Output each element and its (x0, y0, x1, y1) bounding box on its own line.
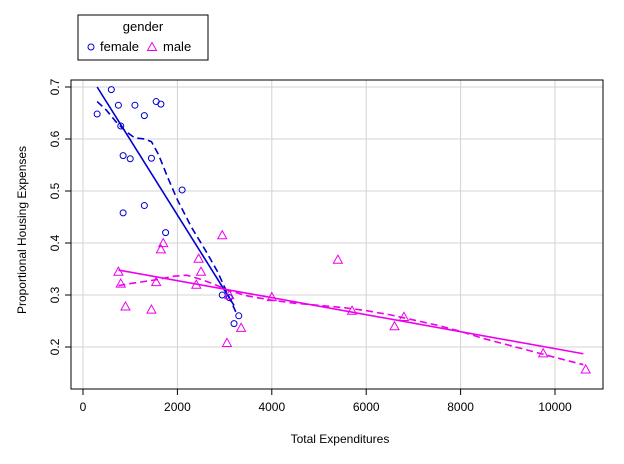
y-tick-label: 0.2 (48, 338, 62, 355)
female-smooth-line (96, 100, 238, 314)
male-point (221, 337, 233, 347)
female-fit-line (96, 86, 235, 306)
legend-box (77, 14, 209, 61)
male-point (190, 279, 202, 289)
axes: 0 2000 4000 6000 8000 10000 0.2 0.3 0.4 0.5 0.6 0.7 (48, 78, 572, 414)
female-point (119, 152, 127, 160)
legend-title: gender (123, 19, 164, 34)
x-tick-label: 6000 (353, 400, 380, 414)
male-smooth-line (118, 274, 584, 366)
female-point (114, 101, 122, 109)
x-tick-label: 10000 (538, 400, 572, 414)
male-point (155, 243, 167, 254)
male-point (223, 289, 235, 300)
female-point (162, 229, 170, 237)
female-point (126, 155, 134, 163)
male-point (193, 253, 204, 263)
male-point (235, 322, 247, 332)
x-axis-label: Total Expenditures (291, 432, 390, 446)
male-point (346, 305, 358, 315)
male-point (146, 304, 157, 314)
legend-male-marker (146, 41, 158, 51)
female-point (230, 320, 238, 328)
female-point (225, 294, 233, 302)
female-point (140, 202, 148, 210)
male-point (580, 363, 592, 374)
x-tick-label: 2000 (164, 400, 191, 414)
y-tick-label: 0.4 (48, 234, 62, 251)
female-point (119, 209, 127, 217)
female-point (117, 122, 125, 130)
y-tick-label: 0.3 (48, 286, 62, 303)
legend-female-marker (87, 43, 95, 51)
male-point (115, 278, 127, 288)
female-point (235, 312, 243, 320)
legend-male-label: male (163, 39, 191, 54)
female-point (131, 101, 139, 109)
male-point (332, 254, 344, 264)
fit-lines (96, 86, 584, 366)
male-fit-line (118, 269, 584, 355)
male-point (216, 229, 228, 240)
legend-female-label: female (100, 39, 139, 54)
female-point (157, 100, 165, 108)
male-point (150, 276, 162, 287)
y-axis-label: Proportional Housing Expenses (15, 146, 29, 314)
male-point (157, 237, 169, 248)
y-tick-label: 0.5 (48, 182, 62, 199)
male-point (398, 311, 410, 321)
male-point (537, 347, 549, 358)
y-tick-label: 0.6 (48, 130, 62, 147)
x-tick-label: 4000 (258, 400, 285, 414)
female-point (93, 110, 101, 118)
grid (71, 80, 603, 389)
female-point (178, 186, 186, 194)
male-point (113, 266, 124, 276)
male-point (389, 320, 400, 331)
legend: gender female male (77, 14, 209, 61)
female-point (107, 86, 115, 94)
y-tick-label: 0.7 (48, 78, 62, 95)
male-point (266, 291, 278, 302)
plot-frame (70, 79, 604, 390)
x-tick-label: 8000 (447, 400, 474, 414)
female-point (218, 291, 226, 299)
male-point (120, 300, 131, 311)
x-tick-label: 0 (80, 400, 87, 414)
female-point (140, 112, 148, 120)
data-points (93, 86, 592, 374)
female-point (147, 154, 155, 162)
male-point (195, 266, 207, 276)
